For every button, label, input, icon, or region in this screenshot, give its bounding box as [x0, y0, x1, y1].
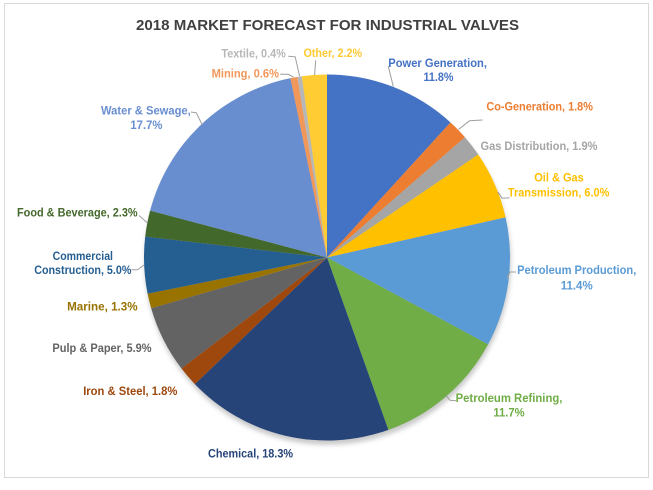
- svg-text:Power Generation,: Power Generation,: [388, 56, 487, 70]
- svg-text:Chemical, 18.3%: Chemical, 18.3%: [208, 447, 293, 461]
- svg-text:2018 MARKET FORECAST FOR INDUS: 2018 MARKET FORECAST FOR INDUSTRIAL VALV…: [136, 17, 519, 34]
- svg-text:17.7%: 17.7%: [130, 118, 162, 132]
- svg-text:Mining, 0.6%: Mining, 0.6%: [212, 67, 280, 81]
- svg-text:Pulp & Paper, 5.9%: Pulp & Paper, 5.9%: [52, 341, 151, 355]
- svg-text:Transmission, 6.0%: Transmission, 6.0%: [508, 186, 610, 200]
- svg-text:Textile, 0.4%: Textile, 0.4%: [221, 47, 286, 61]
- svg-text:Marine, 1.3%: Marine, 1.3%: [67, 300, 138, 314]
- svg-text:Other, 2.2%: Other, 2.2%: [304, 46, 363, 60]
- svg-text:Petroleum Production,: Petroleum Production,: [517, 263, 636, 277]
- svg-text:Co-Generation, 1.8%: Co-Generation, 1.8%: [486, 99, 593, 113]
- svg-text:11.7%: 11.7%: [493, 406, 524, 420]
- svg-text:Gas Distribution, 1.9%: Gas Distribution, 1.9%: [481, 139, 598, 153]
- svg-text:Food & Beverage, 2.3%: Food & Beverage, 2.3%: [17, 206, 138, 220]
- svg-text:Commercial: Commercial: [53, 249, 113, 263]
- svg-text:11.4%: 11.4%: [561, 279, 593, 293]
- svg-text:Construction, 5.0%: Construction, 5.0%: [34, 263, 131, 277]
- svg-text:11.8%: 11.8%: [424, 70, 454, 84]
- svg-text:Oil & Gas: Oil & Gas: [534, 170, 584, 184]
- svg-text:Water & Sewage,: Water & Sewage,: [101, 103, 191, 117]
- svg-text:Iron & Steel, 1.8%: Iron & Steel, 1.8%: [83, 384, 178, 398]
- svg-text:Petroleum Refining,: Petroleum Refining,: [456, 391, 563, 405]
